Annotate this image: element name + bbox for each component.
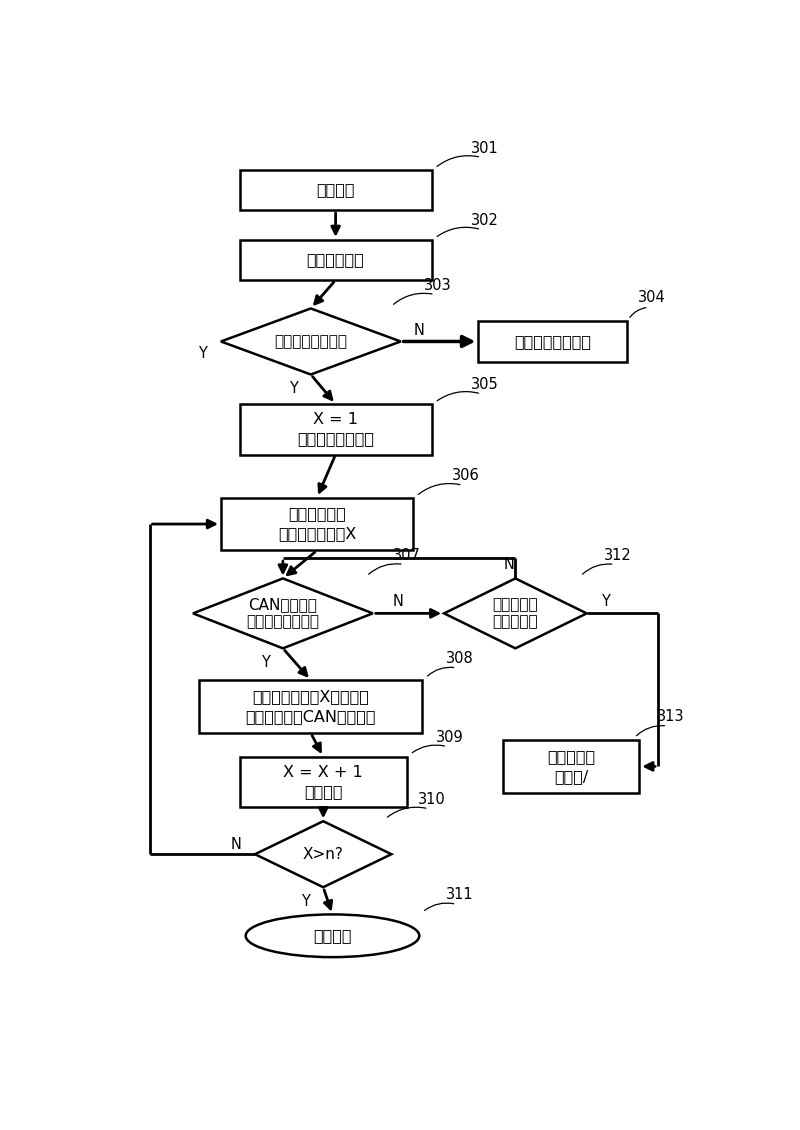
Polygon shape	[221, 308, 401, 374]
Text: 延时等待预: 延时等待预	[493, 615, 538, 629]
Text: 303: 303	[424, 278, 452, 293]
Polygon shape	[444, 579, 586, 649]
Text: 特征标识与位置X进行绑定: 特征标识与位置X进行绑定	[252, 689, 370, 704]
Text: X = X + 1: X = X + 1	[283, 765, 363, 780]
Bar	[239, 757, 407, 807]
Text: 上传感器接入: 上传感器接入	[288, 506, 346, 522]
Text: Y: Y	[302, 894, 310, 909]
Text: 310: 310	[418, 792, 446, 807]
Text: 报警和/: 报警和/	[554, 768, 588, 784]
Text: 311: 311	[446, 887, 474, 903]
Text: 302: 302	[470, 212, 498, 228]
Text: 系统上电: 系统上电	[316, 182, 355, 198]
Text: 绑定位置: 绑定位置	[304, 784, 342, 799]
Text: Y: Y	[289, 381, 298, 395]
Text: 307: 307	[393, 548, 421, 563]
Text: 控制器控制位置X: 控制器控制位置X	[278, 527, 356, 541]
Text: CAN数据帧？: CAN数据帧？	[249, 597, 318, 612]
Text: 313: 313	[657, 710, 684, 724]
Text: 309: 309	[437, 730, 464, 745]
Text: Y: Y	[601, 594, 610, 609]
Text: 定时间到？: 定时间到？	[493, 597, 538, 612]
Text: 执行其他处理操作: 执行其他处理操作	[514, 334, 591, 349]
Text: 进行传感器绑定？: 进行传感器绑定？	[274, 334, 347, 349]
Text: N: N	[231, 837, 242, 852]
Text: N: N	[392, 594, 403, 609]
Text: 绑定完成: 绑定完成	[314, 928, 352, 944]
Polygon shape	[193, 579, 373, 649]
Text: 306: 306	[452, 468, 480, 484]
Bar	[239, 405, 432, 454]
Text: X>n?: X>n?	[302, 846, 344, 862]
Polygon shape	[255, 822, 391, 887]
Text: 或错误提示: 或错误提示	[547, 749, 595, 764]
Text: 将新接收到的CAN数据帧的: 将新接收到的CAN数据帧的	[246, 710, 376, 724]
Bar	[221, 497, 413, 550]
Text: 308: 308	[446, 651, 474, 666]
Text: 控制器接收到新的: 控制器接收到新的	[246, 615, 319, 629]
Text: 304: 304	[638, 290, 666, 305]
Text: 开始进入绑定位置: 开始进入绑定位置	[297, 432, 374, 446]
Text: N: N	[414, 323, 425, 338]
Text: X = 1: X = 1	[313, 412, 358, 427]
Bar	[503, 740, 639, 793]
Text: 312: 312	[604, 548, 631, 563]
Bar	[199, 680, 422, 733]
Text: 控制器初始化: 控制器初始化	[306, 252, 365, 268]
Text: N: N	[504, 557, 514, 572]
Text: 305: 305	[470, 377, 498, 392]
Bar	[239, 170, 432, 210]
Text: Y: Y	[198, 346, 206, 360]
Bar	[478, 321, 627, 362]
Bar	[239, 240, 432, 280]
Text: 301: 301	[470, 140, 498, 156]
Text: Y: Y	[261, 654, 270, 670]
Ellipse shape	[246, 914, 419, 957]
